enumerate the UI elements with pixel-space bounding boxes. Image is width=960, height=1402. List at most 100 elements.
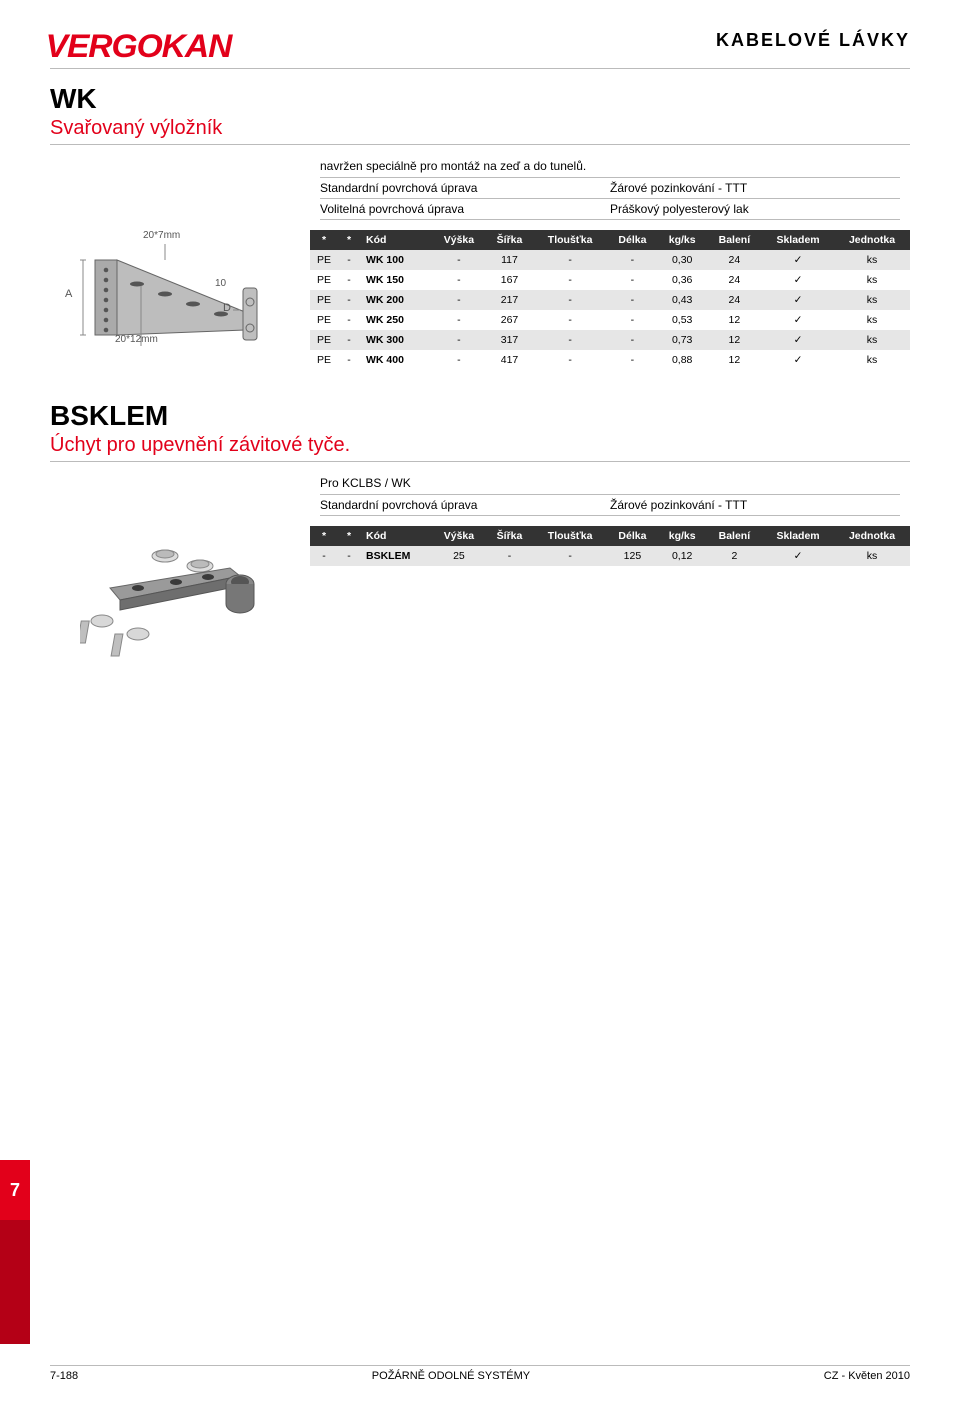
- cell: -: [432, 310, 486, 330]
- col-h: Jednotka: [834, 230, 910, 250]
- cell: ✓: [762, 546, 834, 566]
- finish-name: Standardní povrchová úprava: [320, 495, 610, 516]
- col-h: Kód: [360, 526, 432, 546]
- cell: -: [607, 250, 658, 270]
- footer-page: 7-188: [50, 1370, 78, 1382]
- cell: -: [432, 270, 486, 290]
- col-h: *: [310, 230, 338, 250]
- cell: 0,30: [658, 250, 707, 270]
- cell: -: [432, 250, 486, 270]
- cell: -: [338, 290, 360, 310]
- col-h: Tloušťka: [533, 526, 607, 546]
- table-row: PE-WK 300-317--0,7312✓ks: [310, 330, 910, 350]
- bsklem-data-table: * * Kód Výška Šířka Tloušťka Délka kg/ks…: [310, 526, 910, 566]
- cell: 125: [607, 546, 658, 566]
- cell: ks: [834, 290, 910, 310]
- cell: ✓: [762, 310, 834, 330]
- cell: -: [338, 546, 360, 566]
- cell: -: [607, 310, 658, 330]
- divider: [50, 68, 910, 69]
- cell: 317: [486, 330, 533, 350]
- cell: WK 100: [360, 250, 432, 270]
- cell: 167: [486, 270, 533, 290]
- cell: 12: [707, 330, 762, 350]
- cell: PE: [310, 330, 338, 350]
- col-h: Výška: [432, 230, 486, 250]
- product-description: navržen speciálně pro montáž na zeď a do…: [320, 155, 900, 177]
- cell: -: [432, 330, 486, 350]
- cell: 24: [707, 290, 762, 310]
- bsklem-diagram: [80, 526, 280, 676]
- product-family: BSKLEM: [50, 400, 910, 432]
- cell: PE: [310, 350, 338, 370]
- cell: -: [533, 546, 607, 566]
- table-row: PE-WK 100-117--0,3024✓ks: [310, 250, 910, 270]
- table-row: --BSKLEM25--1250,122✓ks: [310, 546, 910, 566]
- cell: ks: [834, 310, 910, 330]
- footer-title: POŽÁRNĚ ODOLNÉ SYSTÉMY: [372, 1370, 530, 1382]
- cell: 117: [486, 250, 533, 270]
- cell: 417: [486, 350, 533, 370]
- cell: 217: [486, 290, 533, 310]
- cell: ks: [834, 546, 910, 566]
- cell: 0,88: [658, 350, 707, 370]
- cell: 0,73: [658, 330, 707, 350]
- cell: WK 300: [360, 330, 432, 350]
- col-h: Šířka: [486, 526, 533, 546]
- cell: PE: [310, 290, 338, 310]
- cell: 24: [707, 270, 762, 290]
- dim-a: A: [65, 288, 72, 300]
- product-label: Úchyt pro upevnění závitové tyče.: [50, 434, 910, 457]
- cell: -: [338, 270, 360, 290]
- col-h: Skladem: [762, 230, 834, 250]
- cell: -: [338, 330, 360, 350]
- col-h: kg/ks: [658, 526, 707, 546]
- wk-data-table: * * Kód Výška Šířka Tloušťka Délka kg/ks…: [310, 230, 910, 370]
- cell: -: [432, 290, 486, 310]
- col-h: Skladem: [762, 526, 834, 546]
- cell: -: [607, 270, 658, 290]
- cell: -: [338, 350, 360, 370]
- cell: -: [607, 330, 658, 350]
- page-tab: 7: [0, 1160, 30, 1220]
- footer-date: CZ - Květen 2010: [824, 1370, 910, 1382]
- cell: 0,53: [658, 310, 707, 330]
- cell: -: [310, 546, 338, 566]
- table-row: PE-WK 200-217--0,4324✓ks: [310, 290, 910, 310]
- table-row: PE-WK 150-167--0,3624✓ks: [310, 270, 910, 290]
- page-tab-strip: [0, 1220, 30, 1344]
- cell: ks: [834, 270, 910, 290]
- col-h: Šířka: [486, 230, 533, 250]
- cell: -: [607, 350, 658, 370]
- table-row: PE-WK 250-267--0,5312✓ks: [310, 310, 910, 330]
- cell: 0,12: [658, 546, 707, 566]
- col-h: Výška: [432, 526, 486, 546]
- cell: WK 250: [360, 310, 432, 330]
- col-h: *: [310, 526, 338, 546]
- logo: VERGOKAN: [46, 30, 232, 62]
- cell: ✓: [762, 290, 834, 310]
- section-title: KABELOVÉ LÁVKY: [716, 30, 910, 51]
- finish-table: Standardní povrchová úprava Žárové pozin…: [320, 494, 900, 516]
- cell: 267: [486, 310, 533, 330]
- cell: ✓: [762, 250, 834, 270]
- product-label: Svařovaný výložník: [50, 117, 910, 140]
- finish-table: Standardní povrchová úprava Žárové pozin…: [320, 177, 900, 220]
- table-row: PE-WK 400-417--0,8812✓ks: [310, 350, 910, 370]
- cell: -: [533, 270, 607, 290]
- dim-d: D: [223, 302, 231, 314]
- cell: 2: [707, 546, 762, 566]
- col-h: Balení: [707, 230, 762, 250]
- product-pre: Pro KCLBS / WK: [320, 472, 900, 494]
- cell: WK 150: [360, 270, 432, 290]
- cell: -: [533, 310, 607, 330]
- finish-name: Standardní povrchová úprava: [320, 178, 610, 199]
- cell: BSKLEM: [360, 546, 432, 566]
- col-h: *: [338, 230, 360, 250]
- dim-10: 10: [215, 278, 226, 289]
- cell: ✓: [762, 330, 834, 350]
- cell: -: [533, 290, 607, 310]
- cell: ks: [834, 250, 910, 270]
- cell: 12: [707, 310, 762, 330]
- cell: WK 200: [360, 290, 432, 310]
